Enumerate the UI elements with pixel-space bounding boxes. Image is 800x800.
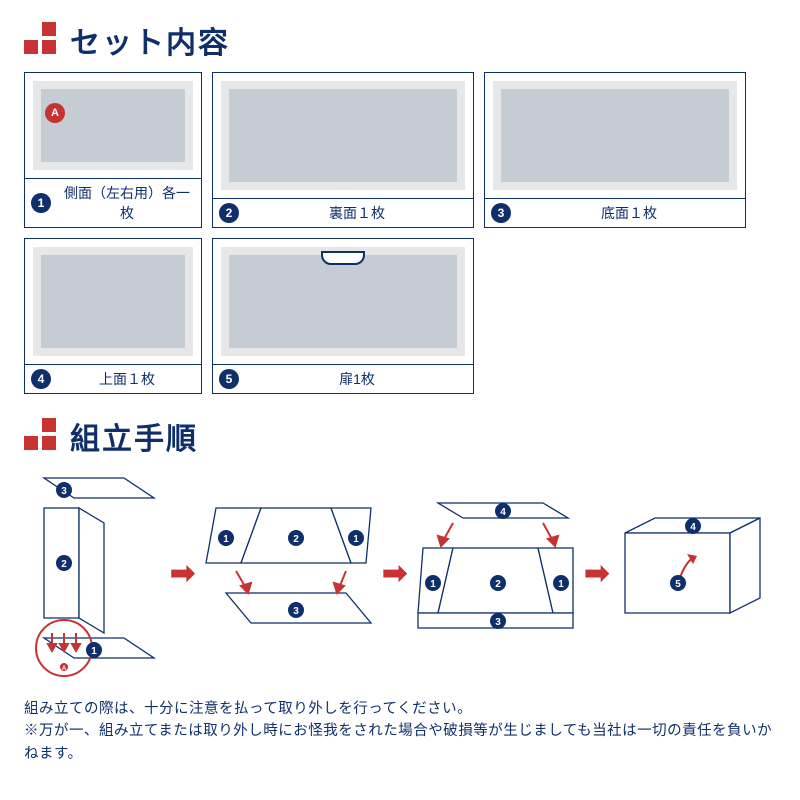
svg-text:1: 1	[559, 579, 565, 590]
panel-2-label: 裏面１枚	[247, 203, 467, 223]
assembly-step-3: 4 1 2 1 3	[413, 493, 578, 653]
section-contents-header: セット内容	[24, 18, 776, 62]
contents-grid: A 1 側面（左右用）各一枚 2 裏面１枚 3 底面１枚 4 上面１枚 5 扉1…	[24, 72, 776, 394]
svg-text:1: 1	[353, 534, 359, 545]
svg-text:4: 4	[501, 507, 507, 518]
panel-5-visual	[213, 239, 473, 364]
panel-2-number: 2	[219, 203, 239, 223]
panel-2-visual	[213, 73, 473, 198]
svg-text:3: 3	[496, 617, 502, 628]
panel-5-label: 扉1枚	[247, 369, 467, 389]
svg-text:4: 4	[691, 522, 697, 533]
panel-3: 3 底面１枚	[484, 72, 746, 228]
assembly-steps: 3 2 1 A ➡ 1 2 1 3 ➡	[24, 468, 776, 678]
bullet-icon	[24, 22, 60, 58]
svg-text:5: 5	[676, 579, 682, 590]
panel-4-label: 上面１枚	[59, 369, 195, 389]
badge-a: A	[45, 103, 65, 123]
svg-text:A: A	[62, 666, 67, 672]
arrow-icon: ➡	[382, 556, 407, 591]
panel-3-number: 3	[491, 203, 511, 223]
panel-1: A 1 側面（左右用）各一枚	[24, 72, 202, 228]
panel-1-number: 1	[31, 193, 51, 213]
svg-text:2: 2	[496, 579, 502, 590]
arrow-icon: ➡	[584, 556, 609, 591]
svg-text:1: 1	[431, 579, 437, 590]
assembly-step-2: 1 2 1 3	[201, 493, 376, 653]
footnote-line1: 組み立ての際は、十分に注意を払って取り外しを行ってください。	[24, 698, 776, 720]
panel-3-visual	[485, 73, 745, 198]
svg-text:1: 1	[91, 646, 97, 657]
panel-4: 4 上面１枚	[24, 238, 202, 394]
svg-text:2: 2	[293, 534, 299, 545]
svg-text:2: 2	[61, 559, 67, 570]
panel-4-visual	[25, 239, 201, 364]
panel-1-label: 側面（左右用）各一枚	[59, 183, 195, 223]
svg-text:3: 3	[293, 606, 299, 617]
section-assembly-header: 組立手順	[24, 414, 776, 458]
assembly-step-1: 3 2 1 A	[24, 468, 164, 678]
panel-5-number: 5	[219, 369, 239, 389]
assembly-step-4: 4 5	[615, 508, 765, 638]
section-assembly-title: 組立手順	[70, 414, 198, 458]
panel-3-label: 底面１枚	[519, 203, 739, 223]
panel-2: 2 裏面１枚	[212, 72, 474, 228]
panel-1-visual: A	[25, 73, 201, 178]
svg-text:3: 3	[61, 486, 67, 497]
section-contents-title: セット内容	[70, 18, 230, 62]
bullet-icon	[24, 418, 60, 454]
svg-text:1: 1	[223, 534, 229, 545]
footnote: 組み立ての際は、十分に注意を払って取り外しを行ってください。 ※万が一、組み立て…	[24, 698, 776, 765]
arrow-icon: ➡	[170, 556, 195, 591]
panel-5: 5 扉1枚	[212, 238, 474, 394]
panel-4-number: 4	[31, 369, 51, 389]
footnote-line2: ※万が一、組み立てまたは取り外し時にお怪我をされた場合や破損等が生じましても当社…	[24, 720, 776, 765]
